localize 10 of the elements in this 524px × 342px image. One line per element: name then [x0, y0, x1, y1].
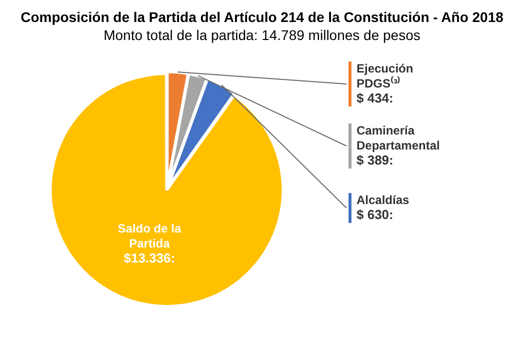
slice-label: Saldo de la Partida: [118, 221, 182, 250]
data-label: $13.336:: [124, 250, 176, 266]
chart-subtitle: Monto total de la partida: 14.789 millones de pesos: [102, 26, 422, 44]
chart-title: Composición de la Partida del Artículo 214 de la Constitución - Año 2018: [20, 8, 504, 26]
slice-label: Caminería Departamental: [356, 123, 440, 152]
data-label: $ 434:: [356, 90, 394, 106]
slice-label: Alcaldías: [356, 192, 410, 207]
data-label: $ 630:: [356, 207, 394, 222]
slice-label: Ejecución PDGS⁽³⁾: [356, 61, 414, 90]
data-label: $ 389:: [356, 152, 394, 168]
